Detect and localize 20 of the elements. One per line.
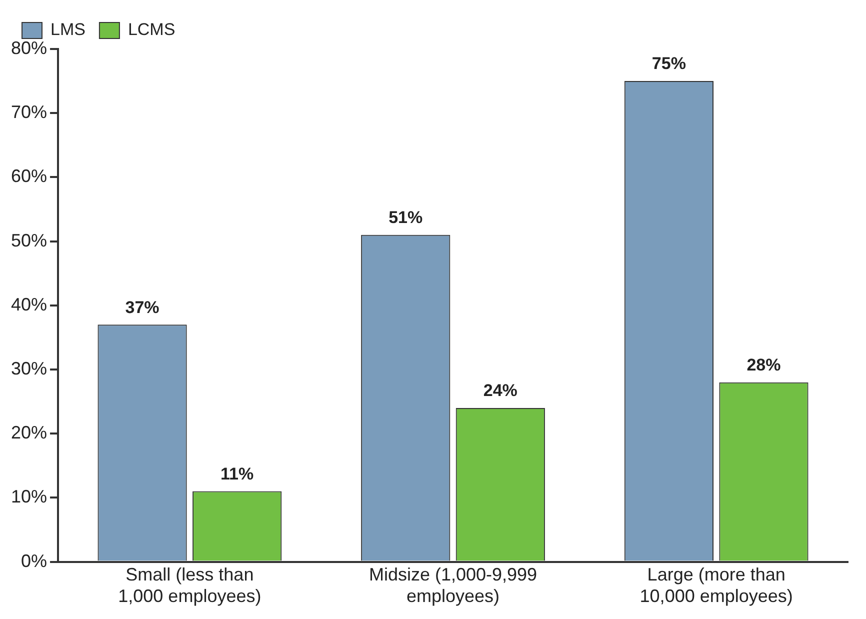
- y-tick-label: 70%: [10, 102, 48, 122]
- data-label: 11%: [220, 464, 254, 484]
- x-tick-label: Small (less than 1,000 employees): [118, 564, 262, 606]
- data-label: 37%: [125, 298, 160, 317]
- y-tick-label: 50%: [10, 230, 48, 250]
- data-label: 24%: [483, 381, 518, 400]
- y-tick-label: 60%: [10, 166, 48, 186]
- y-tick-label: 30%: [10, 358, 48, 378]
- x-tick-label: Large (more than 10,000 employees): [640, 564, 793, 606]
- y-tick-label: 40%: [10, 294, 48, 314]
- data-label: 28%: [746, 356, 781, 375]
- y-tick-label: 10%: [10, 486, 48, 507]
- x-tick-label: Midsize (1,000-9,999 employees): [368, 564, 538, 606]
- legend-label: LCMS: [128, 20, 176, 40]
- legend-label: LMS: [50, 20, 86, 40]
- data-label: 75%: [652, 54, 686, 74]
- y-tick-label: 80%: [10, 38, 48, 58]
- y-tick-label: 0%: [21, 550, 48, 571]
- y-tick-label: 20%: [10, 422, 48, 443]
- data-label: 51%: [388, 208, 423, 228]
